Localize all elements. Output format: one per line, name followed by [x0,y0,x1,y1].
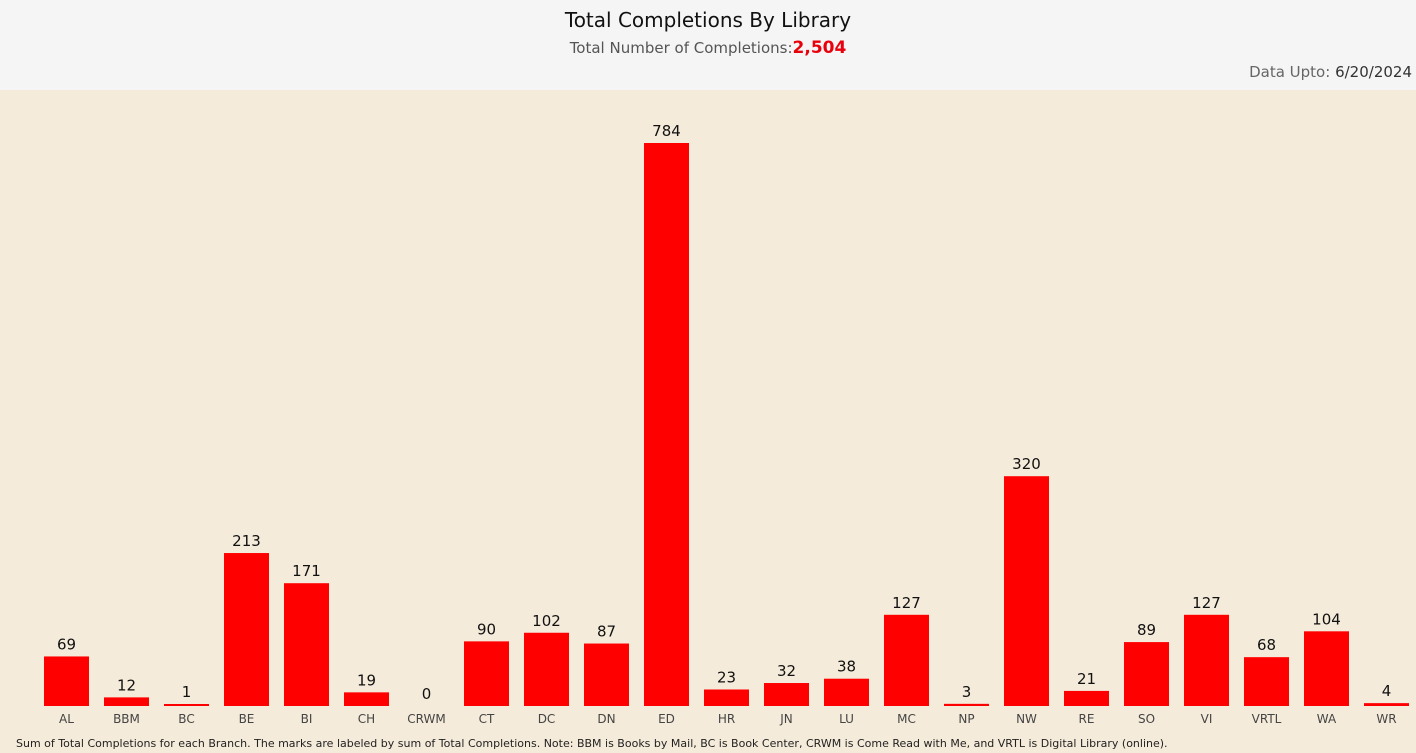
x-tick-label: JN [779,712,793,726]
bar-value-label: 320 [1012,455,1041,473]
bar-bbm[interactable] [104,697,149,706]
bar-bi[interactable] [284,583,329,706]
bar-nw[interactable] [1004,476,1049,706]
subtitle-label: Total Number of Completions: [569,39,793,57]
bar-value-label: 12 [117,676,136,694]
bar-dn[interactable] [584,643,629,706]
x-tick-label: RE [1079,712,1095,726]
bar-ct[interactable] [464,641,509,706]
bar-mc[interactable] [884,614,929,706]
bar-value-label: 4 [1382,682,1392,700]
bar-value-label: 87 [597,623,616,641]
x-tick-label: VI [1201,712,1213,726]
bar-value-label: 127 [892,594,921,612]
x-tick-label: BI [301,712,313,726]
bar-al[interactable] [44,656,89,706]
subtitle: Total Number of Completions:2,504 [0,38,1416,58]
bar-lu[interactable] [824,678,869,706]
bar-value-label: 19 [357,671,376,689]
bar-value-label: 69 [57,635,76,653]
bar-vi[interactable] [1184,614,1229,706]
data-upto-date: 6/20/2024 [1335,63,1412,81]
bar-be[interactable] [224,553,269,706]
x-tick-label: NP [958,712,974,726]
bar-so[interactable] [1124,642,1169,706]
x-tick-label: HR [718,712,735,726]
bar-np[interactable] [944,703,989,706]
bar-wr[interactable] [1364,703,1409,706]
bar-hr[interactable] [704,689,749,706]
data-upto: Data Upto: 6/20/2024 [1249,63,1412,81]
bar-value-label: 89 [1137,621,1156,639]
bar-re[interactable] [1064,690,1109,706]
x-tick-label: BC [178,712,194,726]
x-tick-label: NW [1016,712,1037,726]
bar-value-label: 102 [532,612,561,630]
bar-value-label: 127 [1192,594,1221,612]
x-tick-label: CRWM [407,712,445,726]
x-tick-label: SO [1138,712,1155,726]
bar-bc[interactable] [164,704,209,706]
x-tick-label: VRTL [1252,712,1282,726]
bar-value-label: 3 [962,683,972,701]
bar-value-label: 68 [1257,636,1276,654]
bar-dc[interactable] [524,632,569,706]
bar-value-label: 213 [232,532,261,550]
x-tick-label: AL [59,712,74,726]
page-title: Total Completions By Library [564,8,852,32]
total-completions-value: 2,504 [792,38,847,58]
x-tick-label: WR [1376,712,1396,726]
bar-ed[interactable] [644,143,689,706]
x-tick-label: CH [358,712,375,726]
bar-value-label: 1 [182,683,192,701]
footnote: Sum of Total Completions for each Branch… [16,737,1168,750]
bar-value-label: 0 [422,685,432,703]
bar-value-label: 784 [652,122,681,140]
bar-chart: 69AL12BBM1BC213BE171BI19CH0CRWM90CT102DC… [44,122,1409,726]
bar-value-label: 90 [477,620,496,638]
x-tick-label: LU [839,712,854,726]
x-tick-label: DN [597,712,615,726]
x-tick-label: BBM [113,712,140,726]
x-tick-label: CT [479,712,495,726]
x-tick-label: DC [538,712,556,726]
x-tick-label: WA [1317,712,1337,726]
bar-ch[interactable] [344,692,389,706]
bar-value-label: 23 [717,668,736,686]
x-tick-label: ED [658,712,675,726]
x-tick-label: BE [239,712,255,726]
bar-wa[interactable] [1304,631,1349,706]
bar-value-label: 21 [1077,670,1096,688]
bar-value-label: 32 [777,662,796,680]
bar-value-label: 38 [837,658,856,676]
bar-value-label: 104 [1312,610,1341,628]
bar-jn[interactable] [764,683,809,706]
bar-vrtl[interactable] [1244,657,1289,706]
data-upto-label: Data Upto: [1249,63,1331,81]
bar-value-label: 171 [292,562,321,580]
x-tick-label: MC [897,712,916,726]
header: Total Completions By Library Total Numbe… [0,0,1416,90]
